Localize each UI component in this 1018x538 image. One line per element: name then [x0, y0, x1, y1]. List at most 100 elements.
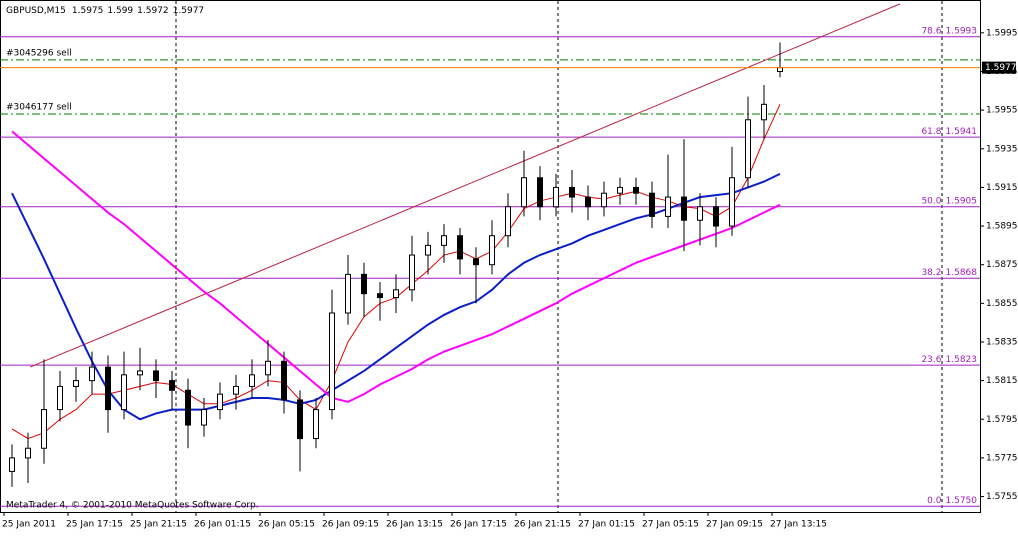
low: 1.5972: [137, 6, 169, 16]
fibo-price: 1.5941: [946, 127, 978, 137]
x-tick-label: 27 Jan 09:15: [706, 520, 763, 530]
candle-body: [89, 366, 95, 382]
candle-body: [153, 370, 159, 382]
candle-body: [489, 235, 495, 266]
y-tick-label: 1.5995: [986, 28, 1018, 38]
candle-body: [313, 409, 319, 440]
candle-body: [665, 196, 671, 217]
x-tick-label: 26 Jan 13:15: [386, 520, 443, 530]
x-tick-label: 27 Jan 13:15: [770, 520, 827, 530]
candle-body: [617, 186, 623, 194]
candle-body: [233, 385, 239, 395]
candle-body: [761, 103, 767, 121]
candle-body: [265, 360, 271, 376]
fibo-ratio: 38.2: [921, 268, 941, 278]
fibo-label: 50.0 1.5905: [921, 196, 977, 206]
candle-body: [393, 289, 399, 299]
fibo-price: 1.5823: [946, 355, 978, 365]
candle-body: [553, 186, 559, 208]
y-tick-label: 1.5755: [986, 492, 1018, 502]
order-label: #3046177 sell: [6, 102, 72, 112]
x-tick-label: 25 Jan 2011: [2, 520, 56, 530]
candle-body: [649, 192, 655, 217]
candle-body: [345, 273, 351, 314]
chart-header: GBPUSD,M15 1.5975 1.599 1.5972 1.5977: [6, 6, 204, 16]
y-tick-label: 1.5955: [986, 106, 1018, 116]
candle-body: [521, 177, 527, 208]
candle-body: [729, 177, 735, 227]
symbol: GBPUSD,M15: [6, 6, 66, 16]
candle-body: [713, 206, 719, 227]
plot: 78.6 1.5993 61.8 1.5941 50.0 1.5905 38.2 1.5868…: [0, 3, 980, 507]
y-tick-label: 1.5915: [986, 183, 1018, 193]
y-tick-label: 1.5875: [986, 260, 1018, 270]
candle-body: [249, 374, 255, 387]
y-tick-label: 1.5795: [986, 415, 1018, 425]
fibo-price: 1.5868: [946, 268, 978, 278]
candle-body: [441, 235, 447, 246]
fibo-label: 38.2 1.5868: [921, 268, 977, 278]
candle-body: [297, 399, 303, 440]
y-tick-label: 1.5855: [986, 299, 1018, 309]
close: 1.5977: [173, 6, 205, 16]
x-tick-label: 25 Jan 21:15: [130, 520, 187, 530]
candle-body: [409, 254, 415, 291]
fibo-label: 78.6 1.5993: [921, 26, 977, 36]
copyright: MetaTrader 4, © 2001-2010 MetaQuotes Sof…: [6, 501, 259, 511]
candle-body: [777, 67, 783, 72]
x-tick-label: 27 Jan 01:15: [578, 520, 635, 530]
bid-box: [982, 61, 1016, 74]
y-tick-label: 1.5775: [986, 453, 1018, 463]
x-tick-label: 25 Jan 17:15: [66, 520, 123, 530]
candle-body: [25, 447, 31, 459]
fibo-ratio: 0.0: [927, 496, 942, 506]
candle-body: [681, 196, 687, 221]
candle-body: [505, 206, 511, 237]
candle-body: [201, 409, 207, 426]
x-tick-label: 26 Jan 09:15: [322, 520, 379, 530]
candle-body: [57, 385, 63, 411]
fibo-ratio: 61.8: [921, 127, 941, 137]
fibo-ratio: 23.6: [921, 355, 941, 365]
candle-body: [457, 235, 463, 260]
x-tick-label: 26 Jan 21:15: [514, 520, 571, 530]
candle-body: [633, 186, 639, 194]
candle-body: [217, 393, 223, 411]
candle-body: [9, 457, 15, 472]
fibo-price: 1.5993: [946, 26, 978, 36]
y-tick-label: 1.5815: [986, 376, 1018, 386]
x-tick-label: 26 Jan 17:15: [450, 520, 507, 530]
fibo-price: 1.5905: [946, 196, 978, 206]
candle-body: [361, 273, 367, 295]
candle-body: [169, 380, 175, 391]
candle-body: [537, 177, 543, 208]
x-tick-label: 26 Jan 05:15: [258, 520, 315, 530]
fibo-price: 1.5750: [946, 496, 978, 506]
candle-body: [105, 366, 111, 411]
fibo-label: 61.8 1.5941: [921, 127, 977, 137]
candle-body: [585, 196, 591, 208]
candle-body: [329, 312, 335, 411]
fibo-label: 23.6 1.5823: [921, 355, 977, 365]
bid-label: 1.5977: [985, 63, 1017, 73]
y-tick-label: 1.5835: [986, 337, 1018, 347]
fibo-ratio: 50.0: [921, 196, 941, 206]
x-tick-label: 27 Jan 05:15: [642, 520, 699, 530]
candle-body: [185, 389, 191, 426]
x-tick-label: 26 Jan 01:15: [194, 520, 251, 530]
candle-body: [569, 186, 575, 198]
candle-body: [377, 293, 383, 299]
candle-body: [41, 409, 47, 449]
candle-body: [745, 119, 751, 179]
fibo-ratio: 78.6: [921, 26, 941, 36]
y-tick-label: 1.5935: [986, 144, 1018, 154]
candle-body: [137, 370, 143, 376]
high: 1.599: [107, 6, 133, 16]
candle-body: [697, 206, 703, 221]
order-label: #3045296 sell: [6, 48, 72, 58]
trendline: [29, 3, 901, 368]
fibo-label: 0.0 1.5750: [927, 496, 977, 506]
candle-body: [425, 244, 431, 256]
candle-body: [281, 360, 287, 401]
